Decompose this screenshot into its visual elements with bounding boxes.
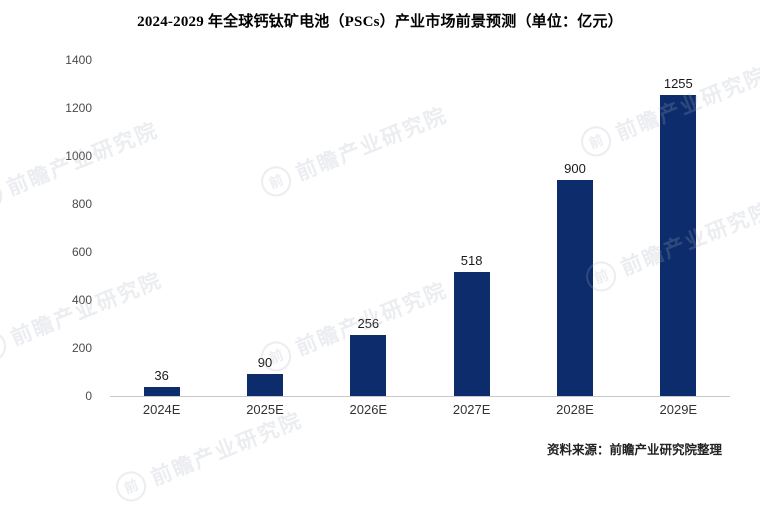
bar [453,271,490,396]
x-axis: 2024E 2025E 2026E 2027E 2028E 2029E [110,402,730,417]
watermark: 前 前瞻产业研究院 [111,404,307,506]
y-axis-tick-label: 1200 [65,101,92,115]
bar [660,94,697,396]
y-axis-tick-label: 400 [71,293,92,307]
source-note: 资料来源：前瞻产业研究院整理 [546,443,722,457]
bar [143,387,180,396]
bar-value-label: 256 [357,315,380,331]
bar-column: 36 [110,60,213,396]
x-axis-category-label: 2029E [659,402,698,417]
y-axis-tick-label: 600 [71,245,92,259]
chart-area: 0 200 400 600 800 1000 1200 1400 36 90 256 518 900 1… [0,53,760,403]
bar-column: 518 [420,60,523,396]
x-axis-category-label: 2027E [452,402,491,417]
y-axis-tick-label: 1000 [65,149,92,163]
bar-value-label: 1255 [663,75,693,91]
x-axis-category-label: 2024E [142,402,181,417]
bar [246,374,283,396]
chart-page: 2024-2029 年全球钙钛矿电池（PSCs）产业市场前景预测（单位：亿元） … [0,14,760,506]
y-axis-tick-label: 0 [85,389,92,403]
bar-value-label: 90 [257,355,273,371]
plot-area: 36 90 256 518 900 1255 [110,60,730,397]
bar-column: 900 [523,60,626,396]
y-axis-tick-label: 200 [71,341,92,355]
bar [350,334,387,396]
watermark-logo-icon: 前 [111,466,151,506]
bar-value-label: 36 [154,368,169,384]
x-axis-category-label: 2028E [556,402,594,417]
bar-value-label: 900 [564,161,586,176]
chart-title: 2024-2029 年全球钙钛矿电池（PSCs）产业市场前景预测（单位：亿元） [137,14,623,30]
x-axis-category-label: 2026E [349,402,388,417]
bar-column: 1255 [627,60,730,396]
y-axis-tick-label: 800 [71,197,92,211]
bar-column: 90 [213,60,316,396]
x-axis-category-label: 2025E [246,402,284,417]
bar-column: 256 [317,60,420,396]
bar [556,180,593,396]
y-axis-tick-label: 1400 [65,53,92,67]
bar-value-label: 518 [460,252,483,268]
y-axis: 0 200 400 600 800 1000 1200 1400 [0,53,98,403]
